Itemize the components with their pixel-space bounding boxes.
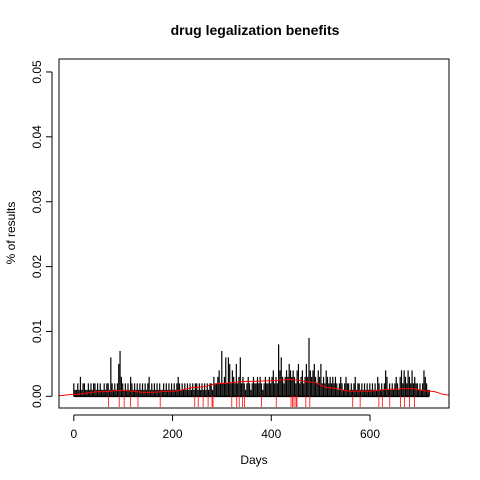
y-tick-label: 0.01 [30, 319, 44, 343]
y-tick-label: 0.03 [30, 190, 44, 214]
y-tick-label: 0.04 [30, 125, 44, 149]
x-axis: 0 200 400 600 [70, 414, 380, 441]
plot-frame [58, 58, 450, 409]
x-tick-label: 600 [360, 427, 380, 441]
chart-title: drug legalization benefits [171, 22, 340, 38]
y-tick-label: 0.05 [30, 60, 44, 84]
y-axis-label: % of results [4, 202, 18, 265]
smooth-line [58, 378, 450, 397]
y-tick-label: 0.02 [30, 255, 44, 279]
bar-series [73, 337, 430, 398]
rug-series [107, 396, 415, 407]
x-axis-label: Days [240, 453, 267, 467]
y-tick-label: 0.00 [30, 384, 44, 408]
x-tick-label: 0 [70, 427, 77, 441]
x-tick-label: 400 [261, 427, 281, 441]
y-axis: 0.00 0.01 0.02 0.03 0.04 0.05 [30, 60, 53, 408]
x-tick-label: 200 [163, 427, 183, 441]
